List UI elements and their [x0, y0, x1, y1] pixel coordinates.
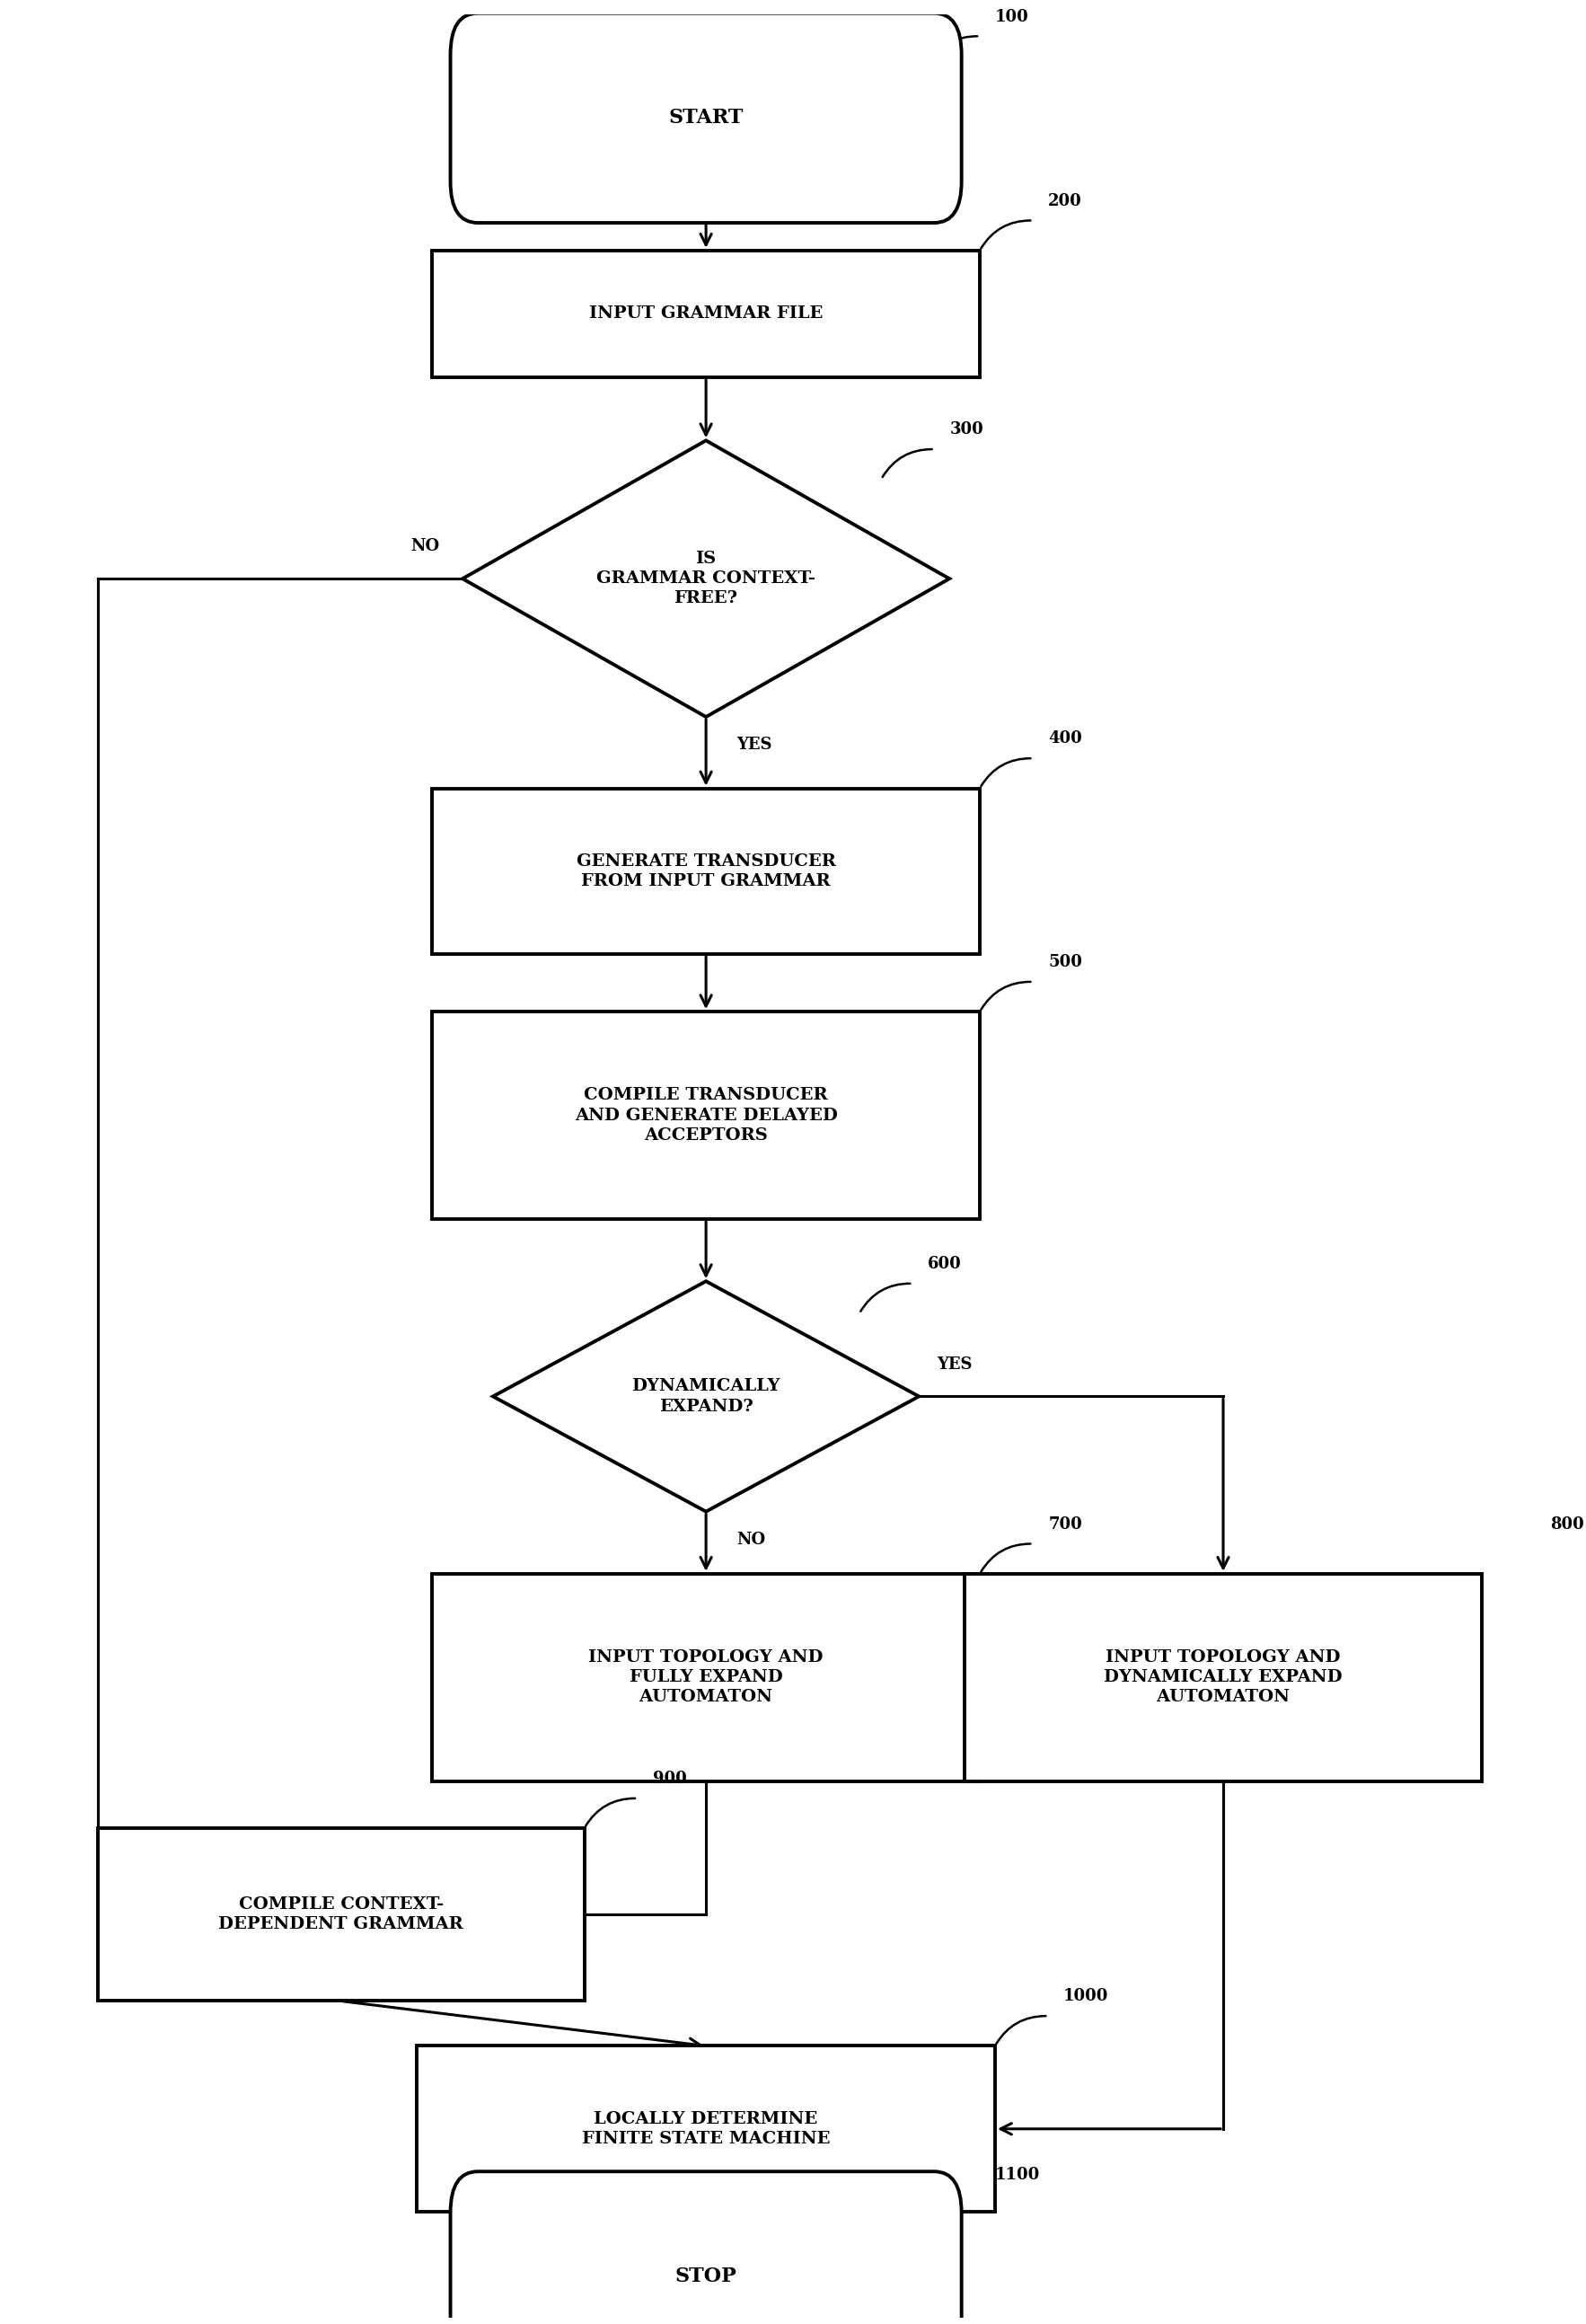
Bar: [431, 788, 980, 955]
Polygon shape: [463, 442, 950, 716]
Text: NO: NO: [411, 539, 439, 555]
Text: 600: 600: [928, 1255, 961, 1271]
Text: IS
GRAMMAR CONTEXT-
FREE?: IS GRAMMAR CONTEXT- FREE?: [596, 551, 815, 607]
Text: 500: 500: [1048, 955, 1082, 969]
Text: 100: 100: [994, 9, 1029, 26]
Polygon shape: [493, 1281, 918, 1511]
Text: COMPILE CONTEXT-
DEPENDENT GRAMMAR: COMPILE CONTEXT- DEPENDENT GRAMMAR: [219, 1896, 463, 1934]
Text: 200: 200: [1048, 193, 1082, 209]
Text: YES: YES: [736, 737, 772, 753]
Text: START: START: [668, 109, 744, 128]
Text: DYNAMICALLY
EXPAND?: DYNAMICALLY EXPAND?: [631, 1378, 780, 1415]
Text: 1000: 1000: [1064, 1989, 1109, 2006]
Bar: [431, 1573, 980, 1780]
Text: INPUT GRAMMAR FILE: INPUT GRAMMAR FILE: [588, 307, 823, 323]
Text: 300: 300: [950, 421, 983, 437]
Text: INPUT TOPOLOGY AND
DYNAMICALLY EXPAND
AUTOMATON: INPUT TOPOLOGY AND DYNAMICALLY EXPAND AU…: [1104, 1650, 1342, 1706]
Text: GENERATE TRANSDUCER
FROM INPUT GRAMMAR: GENERATE TRANSDUCER FROM INPUT GRAMMAR: [576, 853, 836, 890]
Text: INPUT TOPOLOGY AND
FULLY EXPAND
AUTOMATON: INPUT TOPOLOGY AND FULLY EXPAND AUTOMATO…: [588, 1650, 823, 1706]
FancyBboxPatch shape: [450, 14, 961, 223]
Text: 1100: 1100: [994, 2166, 1040, 2182]
Text: 400: 400: [1048, 730, 1082, 746]
Text: 700: 700: [1048, 1515, 1082, 1532]
Bar: [431, 1011, 980, 1220]
Text: STOP: STOP: [676, 2266, 737, 2287]
Text: 800: 800: [1550, 1515, 1584, 1532]
Text: COMPILE TRANSDUCER
AND GENERATE DELAYED
ACCEPTORS: COMPILE TRANSDUCER AND GENERATE DELAYED …: [574, 1088, 837, 1143]
Text: LOCALLY DETERMINE
FINITE STATE MACHINE: LOCALLY DETERMINE FINITE STATE MACHINE: [582, 2110, 829, 2147]
Bar: [964, 1573, 1481, 1780]
Text: YES: YES: [937, 1357, 972, 1373]
Bar: [417, 2045, 994, 2212]
FancyBboxPatch shape: [450, 2171, 961, 2324]
Bar: [431, 251, 980, 376]
Text: NO: NO: [736, 1532, 766, 1548]
Bar: [97, 1829, 584, 2001]
Text: 900: 900: [653, 1771, 687, 1787]
